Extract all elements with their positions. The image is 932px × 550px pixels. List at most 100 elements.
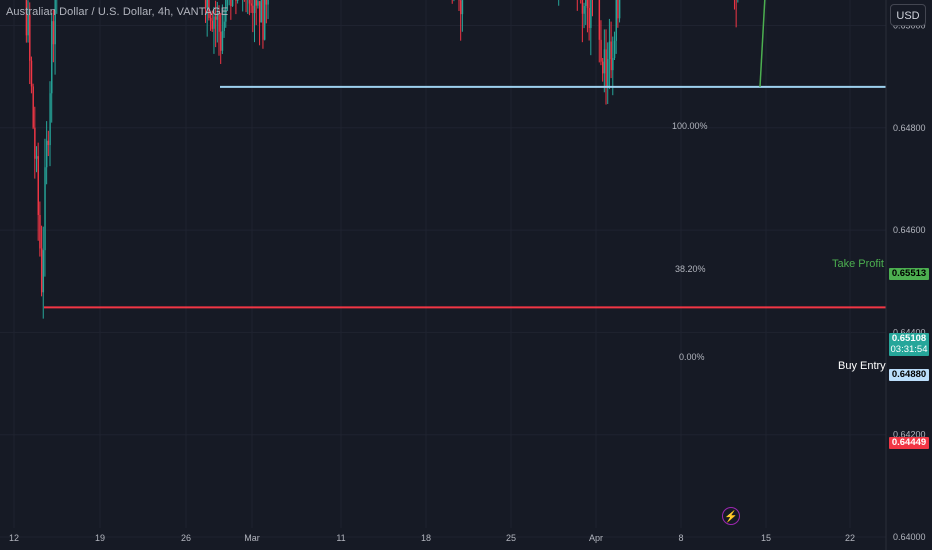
candle-body [262,0,264,40]
candle-body [258,1,261,23]
candle-body [265,0,268,5]
x-tick-label: 18 [421,533,431,543]
candle-body [612,57,614,71]
y-tick-label: 0.64200 [893,430,926,440]
x-tick-label: 12 [9,533,19,543]
candle-body [600,39,602,62]
candle-body [47,140,50,146]
candle-body [216,12,219,20]
buy-entry-price-badge: 0.64880 [889,369,929,381]
candle-body [52,21,55,45]
x-tick-label: 11 [336,533,345,543]
candle-body [40,248,43,293]
candle-body [204,0,207,8]
candle-body [618,0,621,19]
candle-body [586,0,589,8]
candle-body [581,0,584,14]
candle-body [607,59,609,87]
candle-body [252,5,254,13]
candle-body [255,0,257,6]
candle-body [225,0,227,22]
candle-body [208,0,210,18]
y-tick-label: 0.64400 [893,327,926,337]
projection-arrow [759,0,766,87]
chart-title: Australian Dollar / U.S. Dollar, 4h, VAN… [6,6,229,18]
candle-body [598,0,601,40]
candle-body [250,3,252,6]
candle-body [590,0,592,28]
candle-body [209,17,212,21]
x-tick-label: 22 [845,533,855,543]
candle-body [267,0,269,5]
candle-body [237,0,239,1]
fib-100-label: 100.00% [672,121,708,131]
candle-body [34,127,36,159]
candle-body [51,21,53,94]
candle-body [44,167,46,251]
candle-body [253,0,256,13]
candle-body [588,7,590,28]
candle-body [460,0,462,15]
candle-body [25,0,28,36]
axes: 0.670000.668000.666000.664000.662000.660… [9,0,926,550]
lightning-icon[interactable]: ⚡ [722,507,740,525]
x-tick-label: 15 [761,533,771,543]
fib-0-label: 0.00% [679,352,705,362]
candle-body [49,93,51,146]
candle-body [218,12,220,32]
candle-body [235,0,237,1]
currency-button[interactable]: USD [890,4,926,26]
support-price-badge: 0.64449 [889,437,929,449]
candle-body [605,49,607,87]
candle-body [264,0,266,40]
candle-body [617,0,619,19]
candle-body [46,140,48,168]
candle-body [260,0,263,23]
candle-body [213,16,215,29]
candle-body [27,14,29,36]
candle-body [211,20,214,29]
candle-body [54,0,56,45]
candle-body [583,6,585,14]
candle-body [248,0,251,4]
fib-38-label: 38.20% [675,264,706,274]
candle-body [223,21,225,31]
candle-body [615,0,617,41]
take-profit-label: Take Profit [832,258,884,270]
candle-body [32,86,34,128]
candle-body [30,60,33,87]
x-tick-label: Mar [244,533,260,543]
candle-body [220,31,222,51]
candle-body [39,215,41,249]
x-tick-label: 8 [678,533,683,543]
x-tick-label: Apr [589,533,603,543]
candle-body [215,16,217,20]
candle-body [206,0,208,8]
current-price-badge: 0.65108 03:31:54 [889,333,929,356]
candle-body [29,14,31,61]
candle-body [603,49,606,74]
candle-body [37,156,39,216]
x-tick-label: 25 [506,533,516,543]
y-tick-label: 0.64600 [893,225,926,235]
candle-body [230,0,232,7]
candle-body [608,41,611,60]
y-tick-label: 0.64800 [893,123,926,133]
candle-body [231,0,234,7]
x-tick-label: 19 [95,533,105,543]
candle-body [221,30,224,51]
candle-body [42,250,45,293]
candle-body [257,1,259,6]
candles [25,0,739,319]
candle-body [35,156,38,159]
x-tick-label: 26 [181,533,191,543]
buy-entry-label: Buy Entry [838,360,886,372]
level-lines [44,0,886,309]
take-profit-price-badge: 0.65513 [889,268,929,280]
grid [0,0,886,538]
candle-body [461,0,464,15]
candle-body [602,61,604,74]
candle-body [613,40,616,58]
